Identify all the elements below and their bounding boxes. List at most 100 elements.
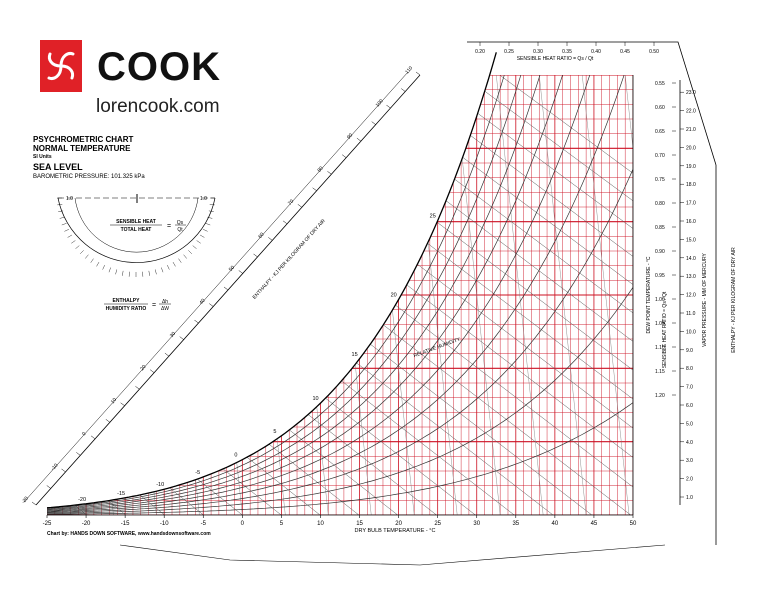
x-tick-label: -10 <box>160 521 169 527</box>
rh-curve <box>47 75 528 510</box>
rh-curve <box>47 75 571 512</box>
enthalpy-ratio-label: ENTHALPY <box>113 298 141 304</box>
vapor-tick-label: 4.0 <box>686 440 693 446</box>
vapor-tick-label: 11.0 <box>686 311 696 317</box>
right-w-tick-label: 1.20 <box>655 393 665 399</box>
grid-clipped <box>47 75 633 515</box>
enthalpy-tick <box>401 88 406 92</box>
enthalpy-tick <box>179 336 184 340</box>
enthalpy-line <box>389 75 633 515</box>
enthalpy-tick <box>297 204 302 208</box>
enthalpy-tick <box>209 303 214 307</box>
enthalpy-tick <box>90 435 96 440</box>
protractor-tick <box>167 264 170 270</box>
enthalpy-line <box>462 75 633 515</box>
rh-curve <box>47 169 633 514</box>
protractor-tick <box>59 216 65 219</box>
enthalpy-line <box>47 75 88 515</box>
enthalpy-line <box>47 75 437 515</box>
rh-curve <box>47 75 633 513</box>
vapor-tick-label: 16.0 <box>686 219 696 225</box>
enthalpy-line <box>47 75 204 515</box>
x-tick-label: -20 <box>82 521 91 527</box>
vapor-tick-label: 20.0 <box>686 145 696 151</box>
right-w-tick-label: 1.10 <box>655 345 665 351</box>
right-w-tick-label: 1.05 <box>655 321 665 327</box>
x-tick-label: 35 <box>512 521 519 527</box>
enthalpy-axis-label: ENTHALPY - KJ PER KILOGRAM OF DRY AIR <box>252 218 327 301</box>
protractor-tick <box>85 254 89 259</box>
saturation-label: -15 <box>117 491 125 497</box>
right-w-tick-label: 0.90 <box>655 249 665 255</box>
top-tick-label: 0.45 <box>620 49 630 55</box>
x-tick-label: 50 <box>630 521 637 527</box>
vapor-tick-label: 15.0 <box>686 237 696 243</box>
protractor-tick <box>192 245 197 249</box>
protractor-tick <box>58 210 64 212</box>
enthalpy-tick <box>356 137 362 142</box>
saturation-label: -20 <box>78 497 86 503</box>
dh-symbol: Δh <box>162 299 168 305</box>
protractor-tick <box>208 210 214 212</box>
x-tick-label: 10 <box>317 521 324 527</box>
brand-name: COOK <box>97 45 221 89</box>
vapor-tick-label: 10.0 <box>686 329 696 335</box>
protractor-tick <box>61 223 67 226</box>
vapor-tick-label: 23.0 <box>686 90 696 96</box>
enthalpy-tick <box>120 402 125 406</box>
enthalpy-line <box>47 75 282 515</box>
protractor-tick <box>122 270 124 276</box>
protractor-tick <box>102 264 105 270</box>
saturation-label: 5 <box>273 429 276 435</box>
right-w-tick-label: 0.95 <box>655 273 665 279</box>
saturation-label: 20 <box>391 293 397 299</box>
protractor-tick <box>108 267 111 273</box>
enthalpy-tick <box>268 237 273 241</box>
enthalpy-tick-label: 40 <box>198 298 206 306</box>
top-tick-label: 0.25 <box>504 49 514 55</box>
protractor-tick <box>90 258 94 263</box>
enthalpy-tick <box>312 187 317 191</box>
x-tick-label: 25 <box>434 521 441 527</box>
vapor-tick-label: 17.0 <box>686 201 696 207</box>
enthalpy-tick-label: 20 <box>139 364 147 372</box>
saturation-label: -5 <box>195 470 200 476</box>
chart-axes <box>23 41 717 566</box>
enthalpy-tick <box>194 319 199 324</box>
qt-symbol: Qt <box>177 227 183 233</box>
vapor-tick-label: 7.0 <box>686 385 693 391</box>
chart-title-line1: PSYCHROMETRIC CHART <box>33 135 134 144</box>
rh-curve <box>47 75 548 511</box>
x-tick-label: 20 <box>395 521 402 527</box>
enthalpy-tick-label: 0 <box>81 431 87 437</box>
protractor-tick <box>154 269 157 275</box>
enthalpy-tick <box>61 468 66 473</box>
enthalpy-line <box>47 75 243 515</box>
rh-curve <box>47 75 599 512</box>
vapor-tick-label: 3.0 <box>686 458 693 464</box>
right-w-tick-label: 0.75 <box>655 177 665 183</box>
brand-logo-mark <box>40 40 82 92</box>
right-w-tick-label: 0.55 <box>655 81 665 87</box>
enthalpy-tick-label: 70 <box>287 198 295 206</box>
vapor-tick-label: 12.0 <box>686 293 696 299</box>
chart-altitude: SEA LEVEL <box>33 162 83 172</box>
brand-url[interactable]: lorencook.com <box>96 96 220 117</box>
vapor-tick-label: 8.0 <box>686 366 693 372</box>
chart-curves <box>46 52 497 509</box>
total-heat-label: TOTAL HEAT <box>121 227 152 233</box>
x-tick-label: 45 <box>591 521 598 527</box>
top-frame <box>467 41 717 166</box>
chart-grid <box>47 75 633 515</box>
rh-curve <box>47 402 633 515</box>
shr-axis-label: SENSIBLE HEAT RATIO = Qs / Qt <box>662 291 668 368</box>
enthalpy-tick <box>31 501 37 506</box>
protractor-tick <box>188 250 193 255</box>
enthalpy-tick <box>150 369 155 373</box>
top-tick-label: 0.40 <box>591 49 601 55</box>
right-w-tick-label: 1.00 <box>655 297 665 303</box>
x-tick-label: -5 <box>201 521 207 527</box>
enthalpy-tick <box>327 171 332 175</box>
